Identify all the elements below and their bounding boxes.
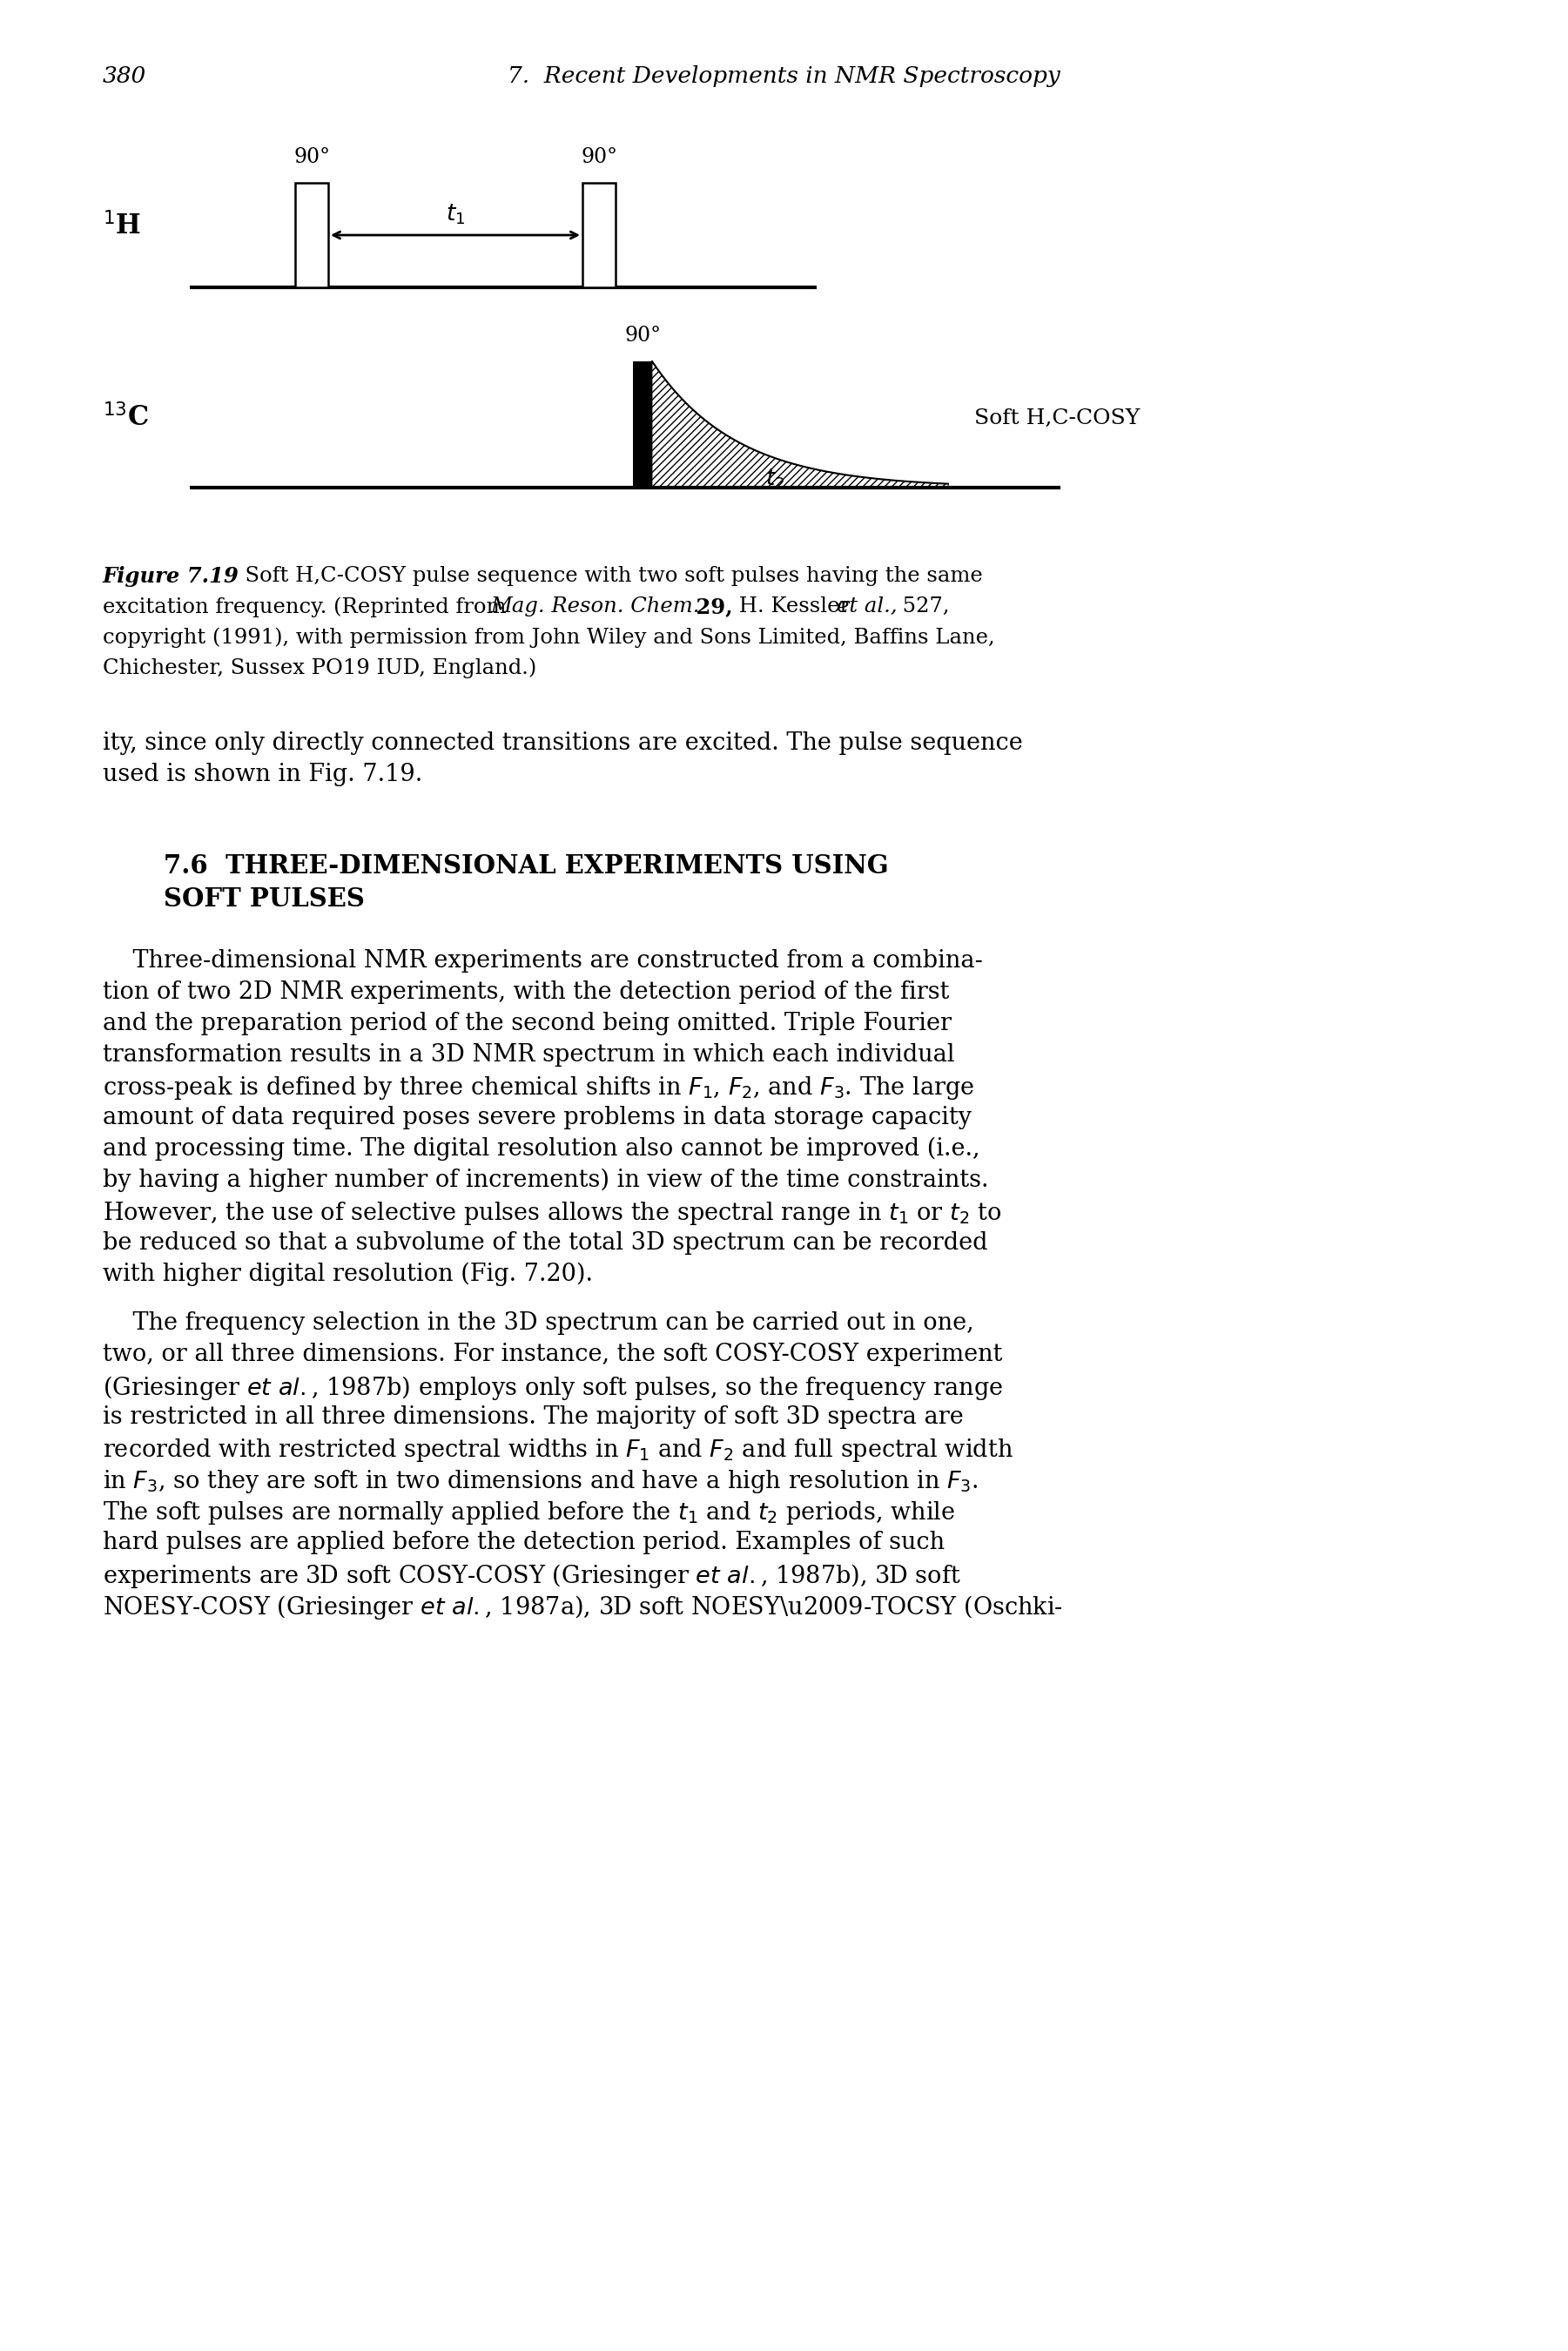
Text: ity, since only directly connected transitions are excited. The pulse sequence: ity, since only directly connected trans… xyxy=(103,731,1022,755)
Text: The frequency selection in the 3D spectrum can be carried out in one,: The frequency selection in the 3D spectr… xyxy=(103,1312,974,1335)
Text: However, the use of selective pulses allows the spectral range in $t_1$ or $t_2$: However, the use of selective pulses all… xyxy=(103,1199,1002,1227)
Text: 7.  Recent Developments in NMR Spectroscopy: 7. Recent Developments in NMR Spectrosco… xyxy=(508,66,1060,87)
Text: tion of two 2D NMR experiments, with the detection period of the first: tion of two 2D NMR experiments, with the… xyxy=(103,980,949,1004)
Text: and the preparation period of the second being omitted. Triple Fourier: and the preparation period of the second… xyxy=(103,1011,952,1034)
Text: with higher digital resolution (Fig. 7.20).: with higher digital resolution (Fig. 7.2… xyxy=(103,1262,593,1286)
Text: experiments are 3D soft COSY-COSY (Griesinger $et\ al.$, 1987b), 3D soft: experiments are 3D soft COSY-COSY (Gries… xyxy=(103,1561,961,1589)
Text: by having a higher number of increments) in view of the time constraints.: by having a higher number of increments)… xyxy=(103,1168,988,1192)
Text: 90°: 90° xyxy=(624,327,660,346)
Text: in $F_3$, so they are soft in two dimensions and have a high resolution in $F_3$: in $F_3$, so they are soft in two dimens… xyxy=(103,1467,978,1495)
Text: (Griesinger $et\ al.$, 1987b) employs only soft pulses, so the frequency range: (Griesinger $et\ al.$, 1987b) employs on… xyxy=(103,1373,1004,1401)
Text: and processing time. The digital resolution also cannot be improved (i.e.,: and processing time. The digital resolut… xyxy=(103,1138,980,1161)
Text: Mag. Reson. Chem.: Mag. Reson. Chem. xyxy=(491,597,699,616)
Text: 380: 380 xyxy=(103,66,146,87)
Text: 90°: 90° xyxy=(293,148,329,167)
Text: H. Kessler: H. Kessler xyxy=(732,597,856,616)
Text: $^{13}$C: $^{13}$C xyxy=(103,404,149,433)
Text: NOESY-COSY (Griesinger $et\ al.$, 1987a), 3D soft NOESY\u2009-TOCSY (Oschki-: NOESY-COSY (Griesinger $et\ al.$, 1987a)… xyxy=(103,1594,1063,1622)
Text: $t_2$: $t_2$ xyxy=(765,468,784,491)
Text: Figure 7.19: Figure 7.19 xyxy=(103,567,240,588)
Text: recorded with restricted spectral widths in $F_1$ and $F_2$ and full spectral wi: recorded with restricted spectral widths… xyxy=(103,1436,1013,1465)
Text: Soft H,C-COSY: Soft H,C-COSY xyxy=(974,409,1140,428)
Text: 527,: 527, xyxy=(895,597,949,616)
Text: copyright (1991), with permission from John Wiley and Sons Limited, Baffins Lane: copyright (1991), with permission from J… xyxy=(103,628,994,647)
Text: Soft H,C-COSY pulse sequence with two soft pulses having the same: Soft H,C-COSY pulse sequence with two so… xyxy=(232,567,983,585)
Text: 7.6  THREE-DIMENSIONAL EXPERIMENTS USING: 7.6 THREE-DIMENSIONAL EXPERIMENTS USING xyxy=(163,853,889,879)
Text: be reduced so that a subvolume of the total 3D spectrum can be recorded: be reduced so that a subvolume of the to… xyxy=(103,1232,988,1255)
Bar xyxy=(633,362,652,487)
Text: 90°: 90° xyxy=(580,148,618,167)
Bar xyxy=(582,183,616,287)
Text: two, or all three dimensions. For instance, the soft COSY-COSY experiment: two, or all three dimensions. For instan… xyxy=(103,1342,1002,1366)
Text: $^{1}$H: $^{1}$H xyxy=(103,212,141,240)
Text: is restricted in all three dimensions. The majority of soft 3D spectra are: is restricted in all three dimensions. T… xyxy=(103,1406,964,1429)
Text: et al.,: et al., xyxy=(837,597,897,616)
Text: Three-dimensional NMR experiments are constructed from a combina-: Three-dimensional NMR experiments are co… xyxy=(103,950,983,973)
Text: The soft pulses are normally applied before the $t_1$ and $t_2$ periods, while: The soft pulses are normally applied bef… xyxy=(103,1500,955,1526)
Text: amount of data required poses severe problems in data storage capacity: amount of data required poses severe pro… xyxy=(103,1105,972,1128)
Text: hard pulses are applied before the detection period. Examples of such: hard pulses are applied before the detec… xyxy=(103,1531,946,1554)
Text: $t_1$: $t_1$ xyxy=(445,202,466,226)
Text: transformation results in a 3D NMR spectrum in which each individual: transformation results in a 3D NMR spect… xyxy=(103,1044,955,1067)
Text: excitation frequency. (Reprinted from: excitation frequency. (Reprinted from xyxy=(103,597,513,616)
Text: cross-peak is defined by three chemical shifts in $F_1$, $F_2$, and $F_3$. The l: cross-peak is defined by three chemical … xyxy=(103,1074,974,1103)
Bar xyxy=(295,183,328,287)
Text: 29,: 29, xyxy=(688,597,732,618)
Text: Chichester, Sussex PO19 IUD, England.): Chichester, Sussex PO19 IUD, England.) xyxy=(103,658,536,677)
Text: SOFT PULSES: SOFT PULSES xyxy=(163,886,365,912)
Text: used is shown in Fig. 7.19.: used is shown in Fig. 7.19. xyxy=(103,762,422,785)
